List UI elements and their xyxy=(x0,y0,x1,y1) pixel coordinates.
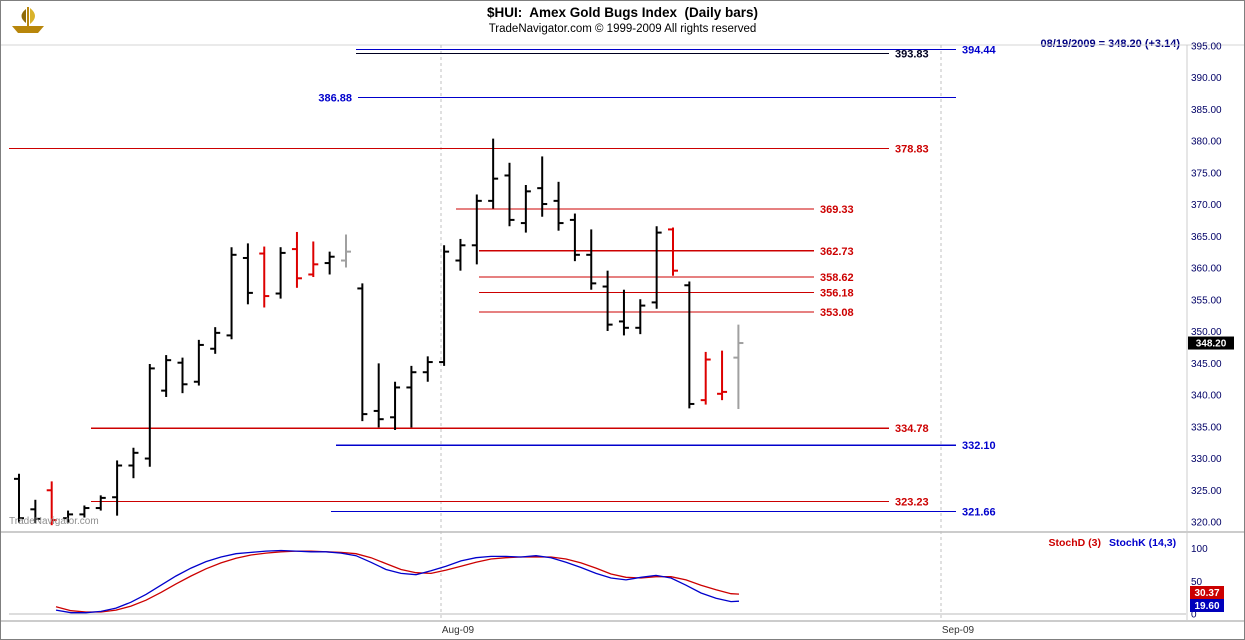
level-label: 369.33 xyxy=(820,204,854,216)
level-label: 356.18 xyxy=(820,287,854,299)
stoch-tick-label: 50 xyxy=(1191,577,1203,588)
price-tick-label: 350.00 xyxy=(1191,327,1222,338)
level-label: 362.73 xyxy=(820,246,854,258)
stochk-value-badge xyxy=(1190,599,1224,612)
stoch-tick-label: 0 xyxy=(1191,610,1197,621)
x-axis-label: Aug-09 xyxy=(442,625,475,636)
price-tick-label: 395.00 xyxy=(1191,42,1222,53)
stoch-tick-label: 100 xyxy=(1191,544,1208,555)
level-label: 394.44 xyxy=(962,45,997,57)
gold-ship-logo-graphic xyxy=(12,7,44,33)
price-tick-label: 325.00 xyxy=(1191,486,1222,497)
level-label: 393.83 xyxy=(895,48,929,60)
price-tick-label: 380.00 xyxy=(1191,137,1222,148)
price-tick-label: 330.00 xyxy=(1191,454,1222,465)
quote-readout: 08/19/2009 = 348.20 (+3.14) xyxy=(1040,38,1180,50)
level-label: 332.10 xyxy=(962,440,996,452)
level-label: 358.62 xyxy=(820,272,854,284)
price-tick-label: 320.00 xyxy=(1191,518,1222,529)
price-tick-label: 375.00 xyxy=(1191,168,1222,179)
tradenavigator-logo-icon xyxy=(9,4,47,36)
current-price-value: 348.20 xyxy=(1196,339,1227,350)
level-label: 378.83 xyxy=(895,144,929,156)
stochd-legend-label: StochD (3) xyxy=(1049,537,1102,549)
stochd-value-badge xyxy=(1190,586,1224,599)
price-tick-label: 365.00 xyxy=(1191,232,1222,243)
price-tick-label: 345.00 xyxy=(1191,359,1222,370)
level-label: 323.23 xyxy=(895,497,929,509)
chart-title: $HUI: Amex Gold Bugs Index (Daily bars) xyxy=(486,5,759,20)
level-label: 353.08 xyxy=(820,307,854,319)
copyright-text: TradeNavigator.com © 1999-2009 All right… xyxy=(488,23,757,35)
price-tick-label: 355.00 xyxy=(1191,295,1222,306)
price-tick-label: 360.00 xyxy=(1191,264,1222,275)
stochk-legend-label: StochK (14,3) xyxy=(1109,537,1176,549)
current-price-badge xyxy=(1188,336,1234,350)
watermark-text: TradeNavigator.com xyxy=(9,516,99,527)
stochd-value: 30.37 xyxy=(1194,588,1219,599)
price-tick-label: 385.00 xyxy=(1191,105,1222,116)
price-tick-label: 390.00 xyxy=(1191,73,1222,84)
level-label: 334.78 xyxy=(895,423,929,435)
price-tick-label: 370.00 xyxy=(1191,200,1222,211)
level-label: 321.66 xyxy=(962,506,996,518)
price-tick-label: 340.00 xyxy=(1191,391,1222,402)
x-axis-label: Sep-09 xyxy=(942,625,975,636)
stochk-value: 19.60 xyxy=(1194,601,1219,612)
level-label: 386.88 xyxy=(318,93,352,105)
price-tick-label: 335.00 xyxy=(1191,422,1222,433)
stochd-line xyxy=(55,550,740,613)
stochk-line xyxy=(55,549,740,614)
